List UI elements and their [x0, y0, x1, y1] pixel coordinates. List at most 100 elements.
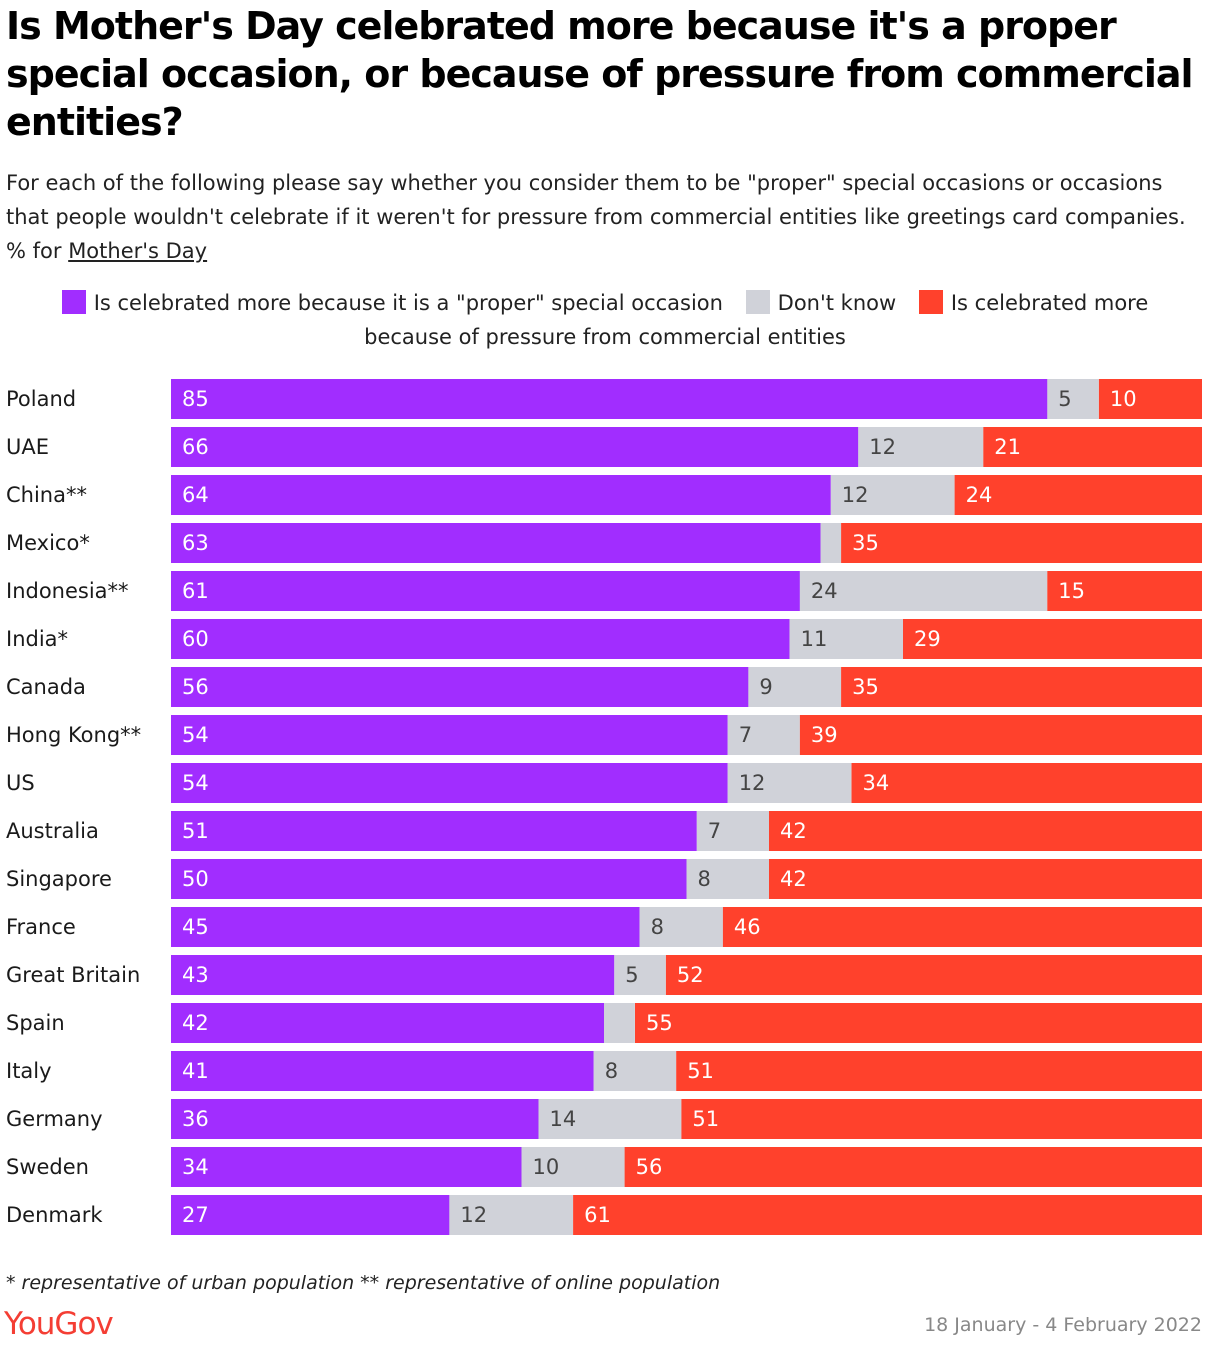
data-label-pressure: 34: [863, 771, 890, 795]
data-label-dont-know: 5: [1058, 387, 1071, 411]
bar-row: Spain 42 55: [6, 1003, 1202, 1043]
bar-segment-proper: [171, 1003, 604, 1043]
bar-segment-proper: [171, 859, 687, 899]
bar-segment-dont-know: [639, 907, 723, 947]
bar-segment-dont-know: [727, 715, 800, 755]
date-range: 18 January - 4 February 2022: [924, 1314, 1202, 1336]
category-label: Italy: [6, 1059, 52, 1083]
bar-row: India* 60 11 29: [6, 619, 1202, 659]
data-label-pressure: 56: [636, 1155, 663, 1179]
category-label: UAE: [6, 435, 49, 459]
data-label-dont-know: 12: [869, 435, 896, 459]
data-label-proper: 85: [182, 387, 209, 411]
bar-row: Denmark 27 12 61: [6, 1195, 1202, 1235]
data-label-dont-know: 11: [801, 627, 828, 651]
category-label: France: [6, 915, 76, 939]
category-label: Poland: [6, 387, 76, 411]
bar-segment-pressure: [769, 859, 1202, 899]
bar-segment-proper: [171, 523, 821, 563]
data-label-dont-know: 8: [605, 1059, 618, 1083]
footnote: * representative of urban population ** …: [6, 1272, 721, 1294]
category-label: India*: [6, 627, 68, 651]
data-label-dont-know: 8: [698, 867, 711, 891]
data-label-pressure: 61: [584, 1203, 611, 1227]
bar-row: Italy 41 8 51: [6, 1051, 1202, 1091]
bar-segment-pressure: [954, 475, 1202, 515]
category-label: Germany: [6, 1107, 103, 1131]
bar-segment-proper: [171, 1147, 522, 1187]
data-label-proper: 50: [182, 867, 209, 891]
data-label-pressure: 35: [852, 675, 879, 699]
bar-segment-pressure: [722, 907, 1202, 947]
bar-segment-proper: [171, 1099, 539, 1139]
chart-subtitle: For each of the following please say whe…: [6, 166, 1201, 268]
bar-row: Germany 36 14 51: [6, 1099, 1202, 1139]
bar-segment-dont-know: [1047, 379, 1099, 419]
data-label-proper: 45: [182, 915, 209, 939]
data-label-dont-know: 9: [759, 675, 772, 699]
bar-segment-dont-know: [727, 763, 852, 803]
bar-segment-dont-know: [820, 523, 842, 563]
bar-segment-dont-know: [593, 1051, 677, 1091]
data-label-proper: 56: [182, 675, 209, 699]
category-label: Indonesia**: [6, 579, 129, 603]
bar-row: Singapore 50 8 42: [6, 859, 1202, 899]
bar-segment-pressure: [1047, 571, 1202, 611]
bar-segment-proper: [171, 763, 728, 803]
bar-segment-proper: [171, 811, 697, 851]
data-label-proper: 42: [182, 1011, 209, 1035]
category-label: Canada: [6, 675, 86, 699]
bar-segment-pressure: [769, 811, 1202, 851]
data-label-proper: 54: [182, 771, 209, 795]
data-label-proper: 60: [182, 627, 209, 651]
bar-segment-dont-know: [696, 811, 769, 851]
bar-row: France 45 8 46: [6, 907, 1202, 947]
data-label-pressure: 46: [734, 915, 761, 939]
data-label-proper: 61: [182, 579, 209, 603]
legend-item-dont-know: Don't know: [745, 290, 896, 315]
legend-item-proper: Is celebrated more because it is a "prop…: [61, 290, 723, 315]
bar-segment-proper: [171, 475, 831, 515]
bar-segment-pressure: [903, 619, 1202, 659]
data-label-dont-know: 10: [533, 1155, 560, 1179]
legend-label-proper: Is celebrated more because it is a "prop…: [93, 291, 723, 315]
bar-segment-dont-know: [449, 1195, 574, 1235]
bar-segment-dont-know: [789, 619, 903, 659]
bar-segment-pressure: [851, 763, 1202, 803]
category-label: Australia: [6, 819, 99, 843]
data-label-dont-know: 12: [739, 771, 766, 795]
data-label-pressure: 29: [914, 627, 941, 651]
data-label-pressure: 42: [780, 867, 807, 891]
data-label-pressure: 24: [966, 483, 993, 507]
legend-item-pressure: Is celebrated more because of pressure f…: [364, 290, 1148, 349]
bar-segment-proper: [171, 379, 1048, 419]
category-label: Spain: [6, 1011, 65, 1035]
category-label: China**: [6, 483, 87, 507]
data-label-proper: 41: [182, 1059, 209, 1083]
category-label: Hong Kong**: [6, 723, 141, 747]
data-label-proper: 43: [182, 963, 209, 987]
bar-segment-pressure: [841, 523, 1202, 563]
bar-segment-pressure: [841, 667, 1202, 707]
data-label-dont-know: 24: [811, 579, 838, 603]
category-label: US: [6, 771, 35, 795]
data-label-proper: 64: [182, 483, 209, 507]
data-label-pressure: 35: [852, 531, 879, 555]
bar-segment-dont-know: [858, 427, 984, 467]
bar-row: Canada 56 9 35: [6, 667, 1202, 707]
data-label-dont-know: 12: [842, 483, 869, 507]
data-label-proper: 36: [182, 1107, 209, 1131]
bar-segment-pressure: [665, 955, 1202, 995]
bar-segment-dont-know: [538, 1099, 682, 1139]
bar-segment-pressure: [799, 715, 1202, 755]
bar-segment-pressure: [635, 1003, 1202, 1043]
data-label-proper: 27: [182, 1203, 209, 1227]
data-label-proper: 54: [182, 723, 209, 747]
data-label-dont-know: 14: [550, 1107, 577, 1131]
subtitle-text: For each of the following please say whe…: [6, 171, 1186, 263]
bar-segment-dont-know: [686, 859, 769, 899]
data-label-pressure: 55: [646, 1011, 673, 1035]
chart-title: Is Mother's Day celebrated more because …: [6, 4, 1194, 144]
bar-segment-proper: [171, 1051, 594, 1091]
